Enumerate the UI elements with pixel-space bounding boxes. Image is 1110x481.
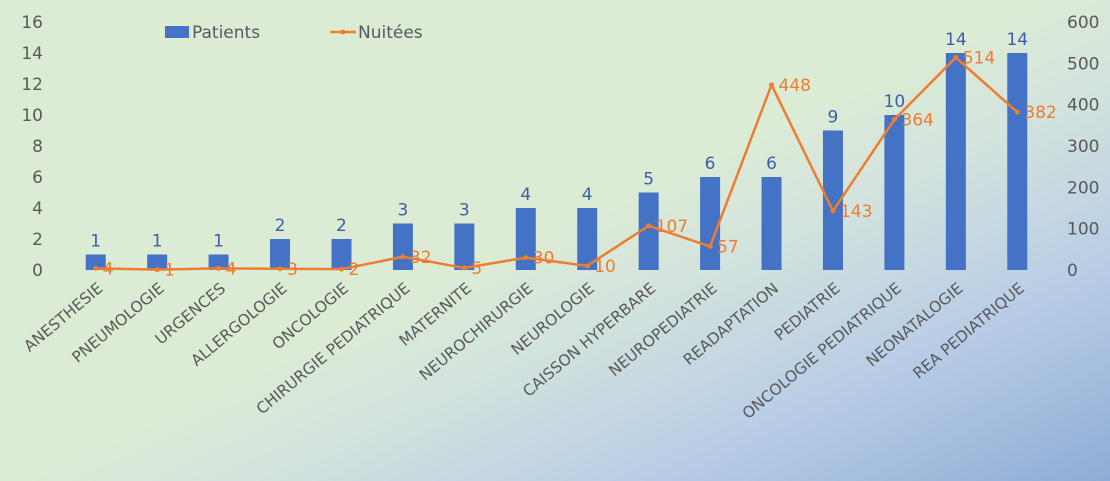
line-point [338,266,344,272]
bar [454,223,475,270]
right-axis-tick: 0 [1067,261,1078,281]
right-axis-tick: 600 [1067,13,1099,33]
line-point [461,265,467,271]
bar [700,177,721,270]
bar-data-label: 2 [275,216,286,236]
bar-data-label: 9 [828,108,839,128]
left-axis-tick: 0 [32,261,43,281]
bar-data-label: 3 [459,201,470,221]
right-axis: 0 100 200 300 400 500 600 [1067,13,1099,281]
line-point [584,263,590,269]
legend-line-marker [340,29,346,35]
bar-data-label: 6 [766,154,777,174]
legend: Patients Nuitées [165,23,423,43]
line-data-label: 4 [226,259,237,279]
line-point [891,117,897,123]
legend-label-patients: Patients [192,23,260,43]
left-axis-tick: 10 [21,106,43,126]
line-point [707,243,713,249]
line-data-label: 57 [717,237,739,257]
line-data-label: 5 [471,259,482,279]
bar-data-label: 4 [582,185,593,205]
left-axis-tick: 12 [21,75,43,95]
legend-bar-swatch [165,26,189,38]
bar-labels-group: 1 1 1 2 2 3 3 4 4 5 6 6 9 10 14 14 [90,30,1028,252]
bar-data-label: 1 [213,232,224,252]
line-data-label: 4 [103,259,114,279]
legend-label-nuitees: Nuitées [358,23,423,43]
bar-data-label: 1 [152,232,163,252]
bar-data-label: 5 [643,170,654,190]
line-data-label: 514 [963,49,995,69]
bar [761,177,782,270]
line-point [154,267,160,273]
left-axis-tick: 2 [32,230,43,250]
line-data-label: 1 [164,261,175,281]
right-axis-tick: 200 [1067,178,1099,198]
bar [270,239,291,270]
left-axis-tick: 6 [32,168,43,188]
line-data-label: 364 [901,111,933,131]
line-point [523,255,529,261]
bar [1007,53,1028,270]
bar [945,53,966,270]
bar-data-label: 1 [90,232,101,252]
line-point [769,82,775,88]
right-axis-tick: 100 [1067,220,1099,240]
left-axis-tick: 8 [32,137,43,157]
right-axis-tick: 300 [1067,137,1099,157]
line-data-label: 2 [348,260,359,280]
bar [577,208,598,270]
bar [884,115,905,270]
left-axis-tick: 4 [32,199,43,219]
line-data-label: 143 [840,202,872,222]
line-data-label: 10 [594,257,616,277]
line-point [830,208,836,214]
line-point [1014,109,1020,115]
bar [85,254,106,270]
left-axis: 0 2 4 6 8 10 12 14 16 [21,13,43,281]
bar-data-label: 2 [336,216,347,236]
line-point [216,265,222,271]
line-data-label: 382 [1024,103,1056,123]
bar-data-label: 14 [1006,30,1028,50]
line-point [277,266,283,272]
bar [822,130,843,270]
category-label: NEUROCHIRURGIE [416,279,536,384]
bar [147,254,168,270]
bar-data-label: 10 [884,92,906,112]
line-data-label: 107 [656,217,688,237]
left-axis-tick: 14 [21,44,43,64]
bar [638,192,659,270]
line-series [95,56,1019,271]
left-axis-tick: 16 [21,13,43,33]
bar-data-label: 14 [945,30,967,50]
right-axis-tick: 500 [1067,54,1099,74]
category-label: NEUROPEDIATRIE [605,279,720,380]
bar [515,208,536,270]
right-axis-tick: 400 [1067,96,1099,116]
line-point [400,254,406,260]
bar [208,254,229,270]
bar-data-label: 3 [397,201,408,221]
category-label: REA PEDIATRIQUE [910,279,1028,382]
line-data-label: 30 [533,249,555,269]
category-labels-group: ANESTHESIEPNEUMOLOGIEURGENCESALLERGOLOGI… [20,279,1027,422]
bars-group [85,53,1028,270]
line-data-label: 32 [410,248,432,268]
line-point [953,55,959,61]
line-group [93,55,1020,273]
line-data-label: 3 [287,260,298,280]
bar [331,239,352,270]
line-point [646,223,652,229]
line-data-label: 448 [779,76,811,96]
bar-data-label: 4 [520,185,531,205]
bar-data-label: 6 [705,154,716,174]
line-point [93,265,99,271]
